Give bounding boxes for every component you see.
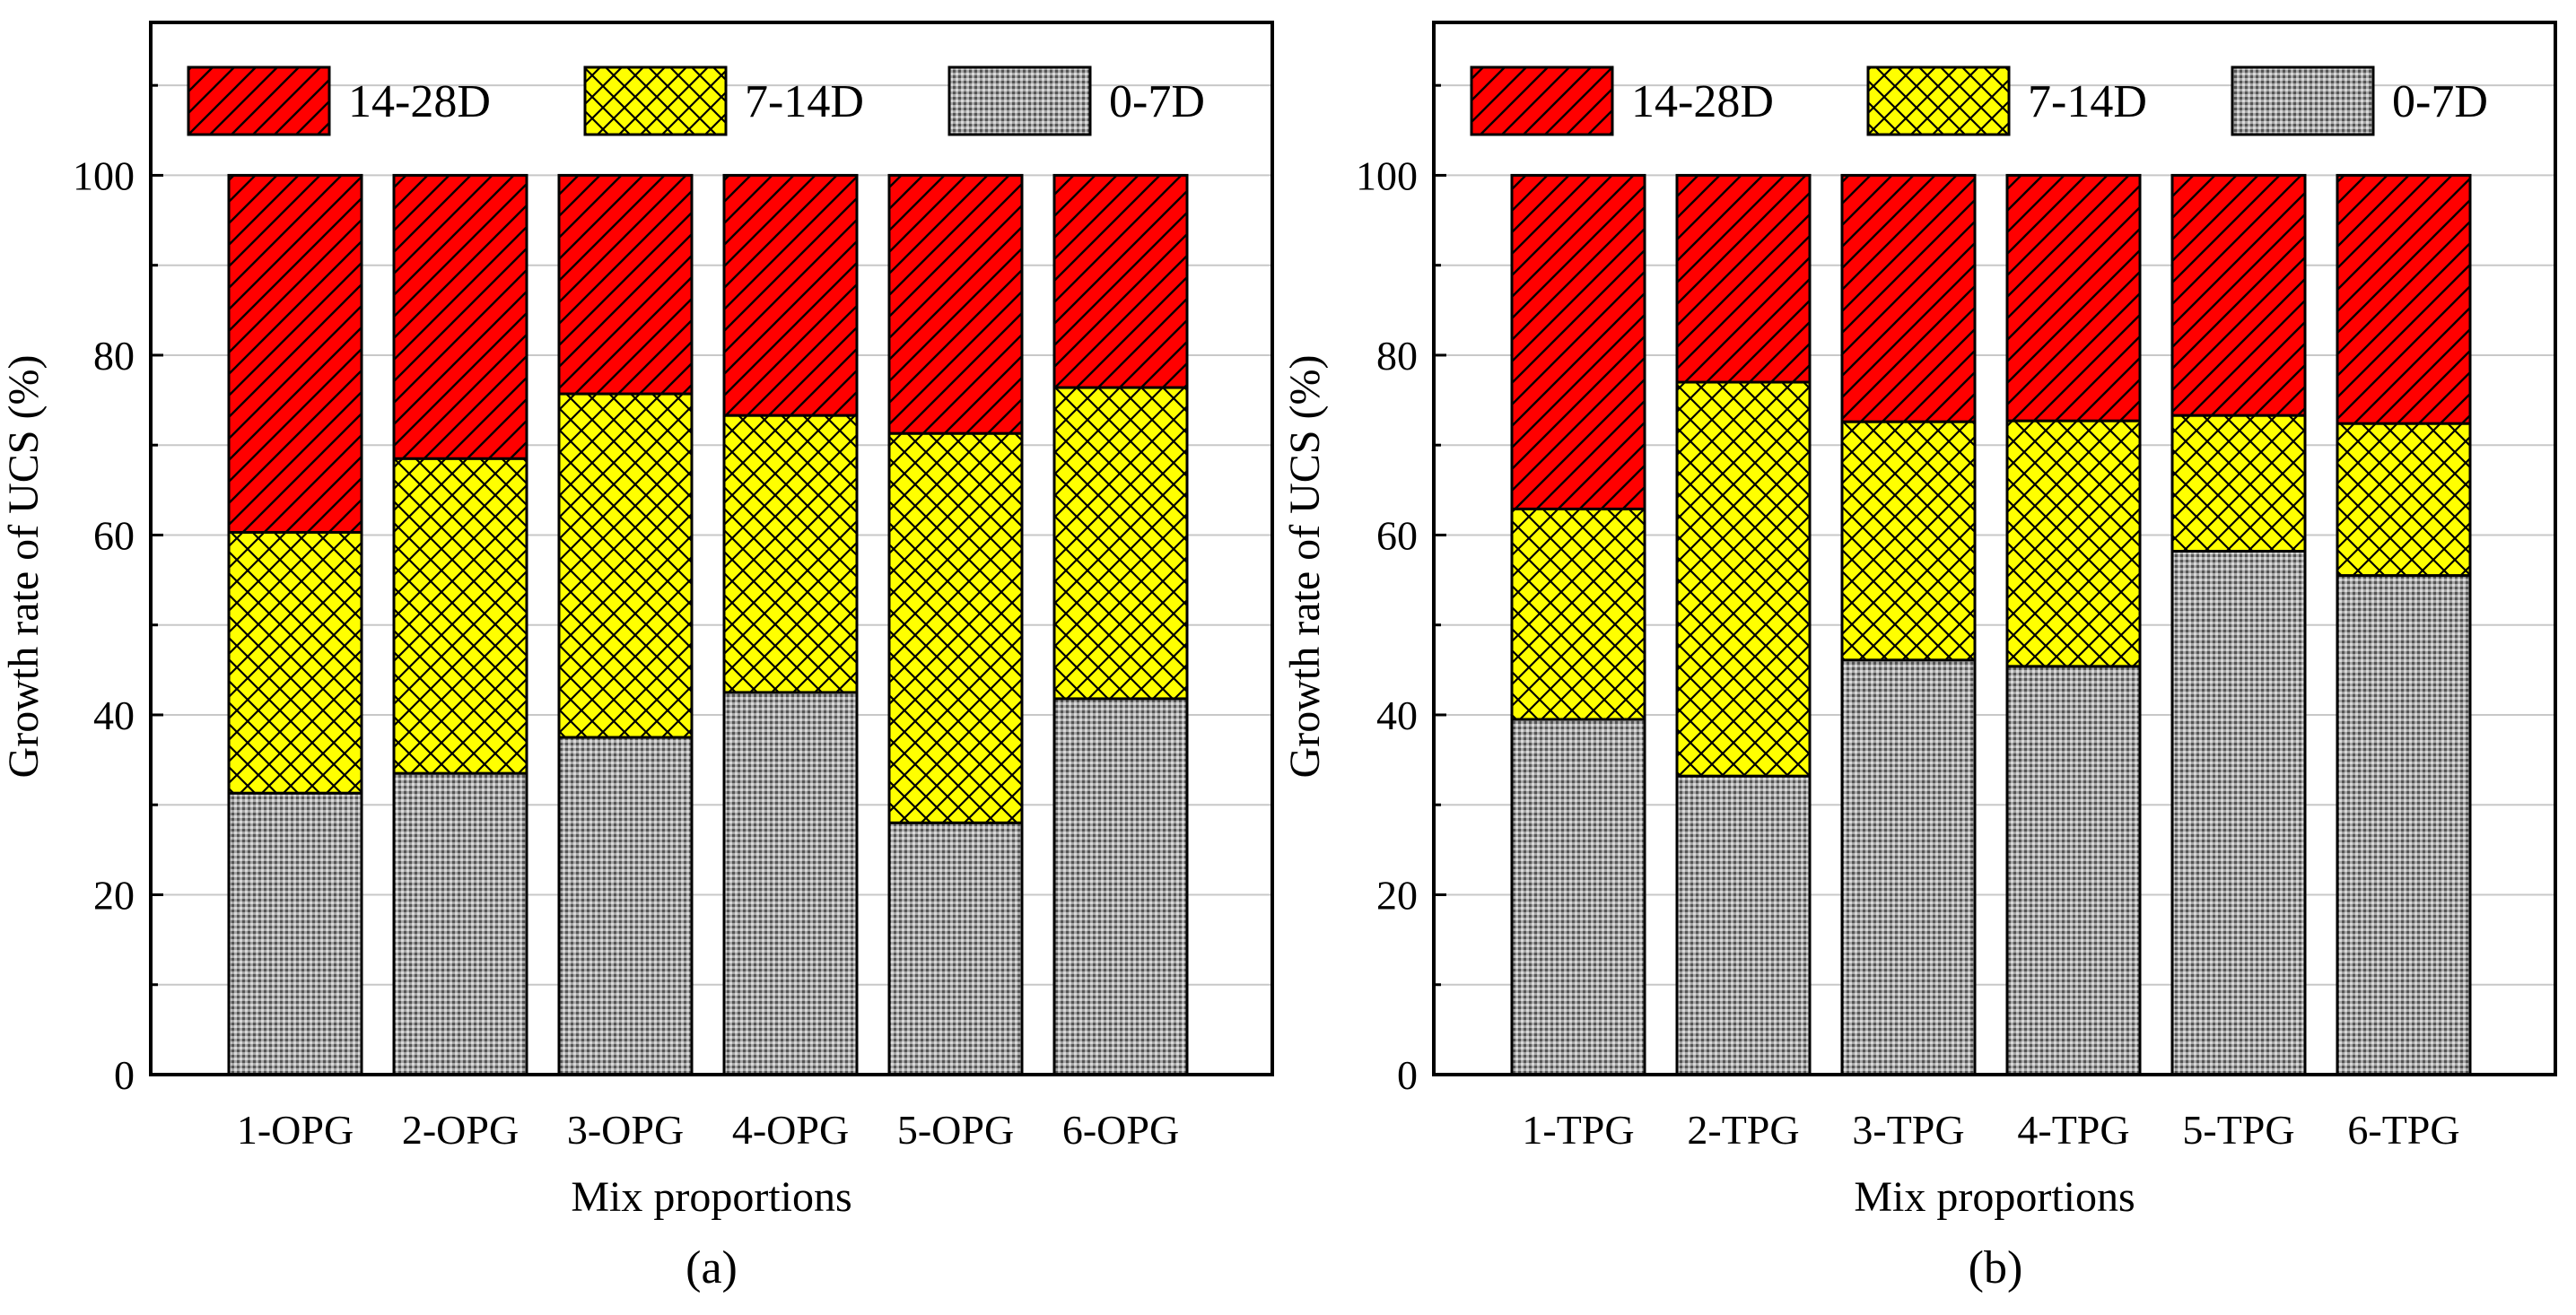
bar-5-tpg-0-7d: [2170, 550, 2307, 1076]
bar-2-tpg-0-7d: [1675, 774, 1812, 1076]
chart-panel-b: 0 20 40 60 80 100 1-TPG 2-TPG 3-TPG 4-TPG 5-TPG 6-T…: [1281, 21, 2557, 1293]
bar-5-opg-0-7d: [887, 821, 1024, 1076]
x-tick-label: 1-OPG: [237, 1107, 354, 1153]
bar-4-tpg-7-14d: [2005, 419, 2142, 668]
bar-6-tpg-14-28d: [2336, 173, 2472, 425]
bar-4-opg-0-7d: [722, 691, 859, 1076]
x-axis-title: Mix proportions: [1854, 1173, 2135, 1221]
axes-frame: [149, 21, 1274, 1076]
bar-3-tpg-14-28d: [1840, 173, 1977, 423]
legend-label-0-7d: 0-7D: [1109, 76, 1205, 127]
chart-panel-a: 0 20 40 60 80 100 1-OPG 2-OPG 3-OPG 4-OPG 5-OPG 6-O…: [0, 21, 1274, 1293]
bar-2-opg-7-14d: [392, 457, 528, 775]
bar-1-tpg-7-14d: [1510, 507, 1646, 721]
y-tick-label: 20: [1376, 872, 1418, 918]
bar-3-opg-14-28d: [557, 173, 694, 396]
y-tick-label: 80: [93, 333, 135, 379]
legend-swatch-0-7d: [947, 65, 1092, 136]
legend-label-14-28d: 14-28D: [348, 76, 491, 127]
x-tick-label: 4-TPG: [2017, 1107, 2129, 1153]
y-tick-label: 60: [1376, 512, 1418, 558]
bar-3-tpg-7-14d: [1840, 420, 1977, 662]
y-tick-label: 20: [93, 872, 135, 918]
legend-swatch-7-14d: [1866, 65, 2011, 136]
x-tick-label: 6-OPG: [1062, 1107, 1179, 1153]
bar-2-tpg-7-14d: [1675, 380, 1812, 778]
bar-6-opg-7-14d: [1052, 386, 1189, 701]
y-tick-label: 60: [93, 512, 135, 558]
bar-5-opg-14-28d: [887, 173, 1024, 435]
panel-label: (a): [685, 1242, 738, 1293]
bar-3-tpg-0-7d: [1840, 658, 1977, 1076]
y-tick-label: 0: [114, 1052, 135, 1098]
y-axis-title: Growth rate of UCS (%): [0, 355, 48, 779]
bar-5-tpg-14-28d: [2170, 173, 2307, 417]
y-tick-label: 0: [1397, 1052, 1418, 1098]
bar-6-opg-0-7d: [1052, 697, 1189, 1076]
bar-4-opg-14-28d: [722, 173, 859, 417]
x-tick-label: 5-OPG: [897, 1107, 1014, 1153]
x-tick-label: 6-TPG: [2347, 1107, 2459, 1153]
x-tick-label: 2-TPG: [1687, 1107, 1799, 1153]
x-tick-label: 4-OPG: [732, 1107, 849, 1153]
bar-1-tpg-0-7d: [1510, 718, 1646, 1076]
bar-1-opg-14-28d: [227, 173, 363, 534]
y-tick-label: 100: [73, 152, 135, 198]
y-tick-label: 100: [1356, 152, 1418, 198]
y-axis-title: Growth rate of UCS (%): [1281, 355, 1329, 779]
legend-label-7-14d: 7-14D: [745, 76, 864, 127]
bar-5-tpg-7-14d: [2170, 414, 2307, 553]
bar-3-opg-7-14d: [557, 392, 694, 739]
bar-2-opg-0-7d: [392, 771, 528, 1076]
bar-6-opg-14-28d: [1052, 173, 1189, 389]
legend-swatch-7-14d: [583, 65, 728, 136]
x-tick-label: 3-OPG: [567, 1107, 684, 1153]
legend-swatch-14-28d: [187, 65, 331, 136]
legend-swatch-0-7d: [2231, 65, 2375, 136]
panel-label: (b): [1969, 1242, 2023, 1293]
bar-5-opg-7-14d: [887, 431, 1024, 824]
legend-label-14-28d: 14-28D: [1631, 76, 1774, 127]
bar-4-opg-7-14d: [722, 414, 859, 694]
x-axis-title: Mix proportions: [571, 1173, 851, 1221]
y-tick-label: 40: [93, 692, 135, 738]
bar-4-tpg-0-7d: [2005, 665, 2142, 1076]
y-tick-label: 80: [1376, 333, 1418, 379]
bar-6-tpg-0-7d: [2336, 574, 2472, 1076]
legend-label-0-7d: 0-7D: [2392, 76, 2488, 127]
y-tick-label: 40: [1376, 692, 1418, 738]
axes-frame: [1432, 21, 2557, 1076]
bar-1-tpg-14-28d: [1510, 173, 1646, 510]
x-tick-label: 5-TPG: [2182, 1107, 2294, 1153]
x-tick-label: 3-TPG: [1852, 1107, 1964, 1153]
bar-1-opg-7-14d: [227, 530, 363, 795]
bar-3-opg-0-7d: [557, 736, 694, 1076]
legend-label-7-14d: 7-14D: [2028, 76, 2147, 127]
x-tick-label: 2-OPG: [402, 1107, 519, 1153]
bar-6-tpg-7-14d: [2336, 422, 2472, 578]
x-tick-label: 1-TPG: [1522, 1107, 1634, 1153]
bar-4-tpg-14-28d: [2005, 173, 2142, 422]
legend-swatch-14-28d: [1470, 65, 1614, 136]
bar-2-tpg-14-28d: [1675, 173, 1812, 384]
bar-2-opg-14-28d: [392, 173, 528, 460]
bar-1-opg-0-7d: [227, 791, 363, 1076]
